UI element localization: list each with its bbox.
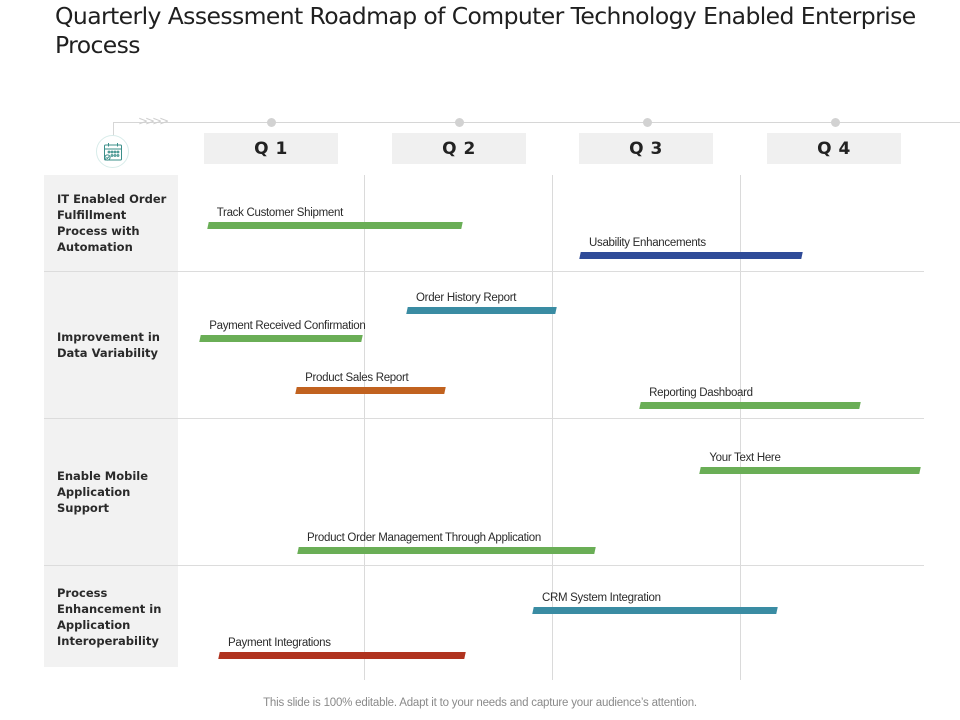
quarter-header-q2: Q 2 <box>392 133 526 164</box>
gridline-q3-q4 <box>740 175 741 680</box>
chevrons-icon: >>>> <box>138 114 169 128</box>
row-separator <box>44 565 924 566</box>
quarter-header-q3: Q 3 <box>579 133 713 164</box>
footer-note: This slide is 100% editable. Adapt it to… <box>263 697 697 709</box>
task-label: Usability Enhancements <box>589 237 706 249</box>
task-bar <box>297 547 596 554</box>
timeline-dot-q4 <box>830 118 840 127</box>
task-label: Payment Received Confirmation <box>209 320 366 332</box>
task-label: Product Sales Report <box>305 372 409 384</box>
task-bar <box>639 402 861 409</box>
task-label: Payment Integrations <box>228 637 331 649</box>
quarter-header-q1: Q 1 <box>204 133 338 164</box>
calendar-icon <box>96 135 129 168</box>
page-title: Quarterly Assessment Roadmap of Computer… <box>55 2 916 59</box>
timeline-dot-q1 <box>266 118 276 127</box>
task-label: Track Customer Shipment <box>216 207 344 219</box>
timeline-connector <box>113 122 114 136</box>
row-label-it-enabled: IT Enabled Order Fulfillment Process wit… <box>44 175 178 271</box>
row-label-data-variability: Improvement in Data Variability <box>44 272 178 418</box>
task-label: Reporting Dashboard <box>649 387 753 399</box>
task-label: Product Order Management Through Applica… <box>307 532 541 544</box>
task-bar <box>579 252 803 259</box>
timeline-line <box>113 122 960 123</box>
gridline-q2-q3 <box>552 175 553 680</box>
task-bar <box>218 652 467 659</box>
task-bar <box>199 335 363 342</box>
row-separator <box>44 271 924 272</box>
row-label-interoperability: Process Enhancement in Application Inter… <box>44 566 178 667</box>
task-label: CRM System Integration <box>542 592 661 604</box>
task-bar <box>406 307 557 314</box>
gridline-q1-q2 <box>364 175 365 680</box>
quarter-header-q4: Q 4 <box>767 133 901 164</box>
row-separator <box>44 418 924 419</box>
task-bar <box>207 222 463 229</box>
task-label: Your Text Here <box>709 452 781 464</box>
timeline-dot-q2 <box>454 118 464 127</box>
task-bar <box>532 607 779 614</box>
timeline-dot-q3 <box>642 118 652 127</box>
task-label: Order History Report <box>416 292 517 304</box>
task-bar <box>699 467 922 474</box>
row-label-mobile-support: Enable Mobile Application Support <box>44 419 178 565</box>
task-bar <box>295 387 446 394</box>
